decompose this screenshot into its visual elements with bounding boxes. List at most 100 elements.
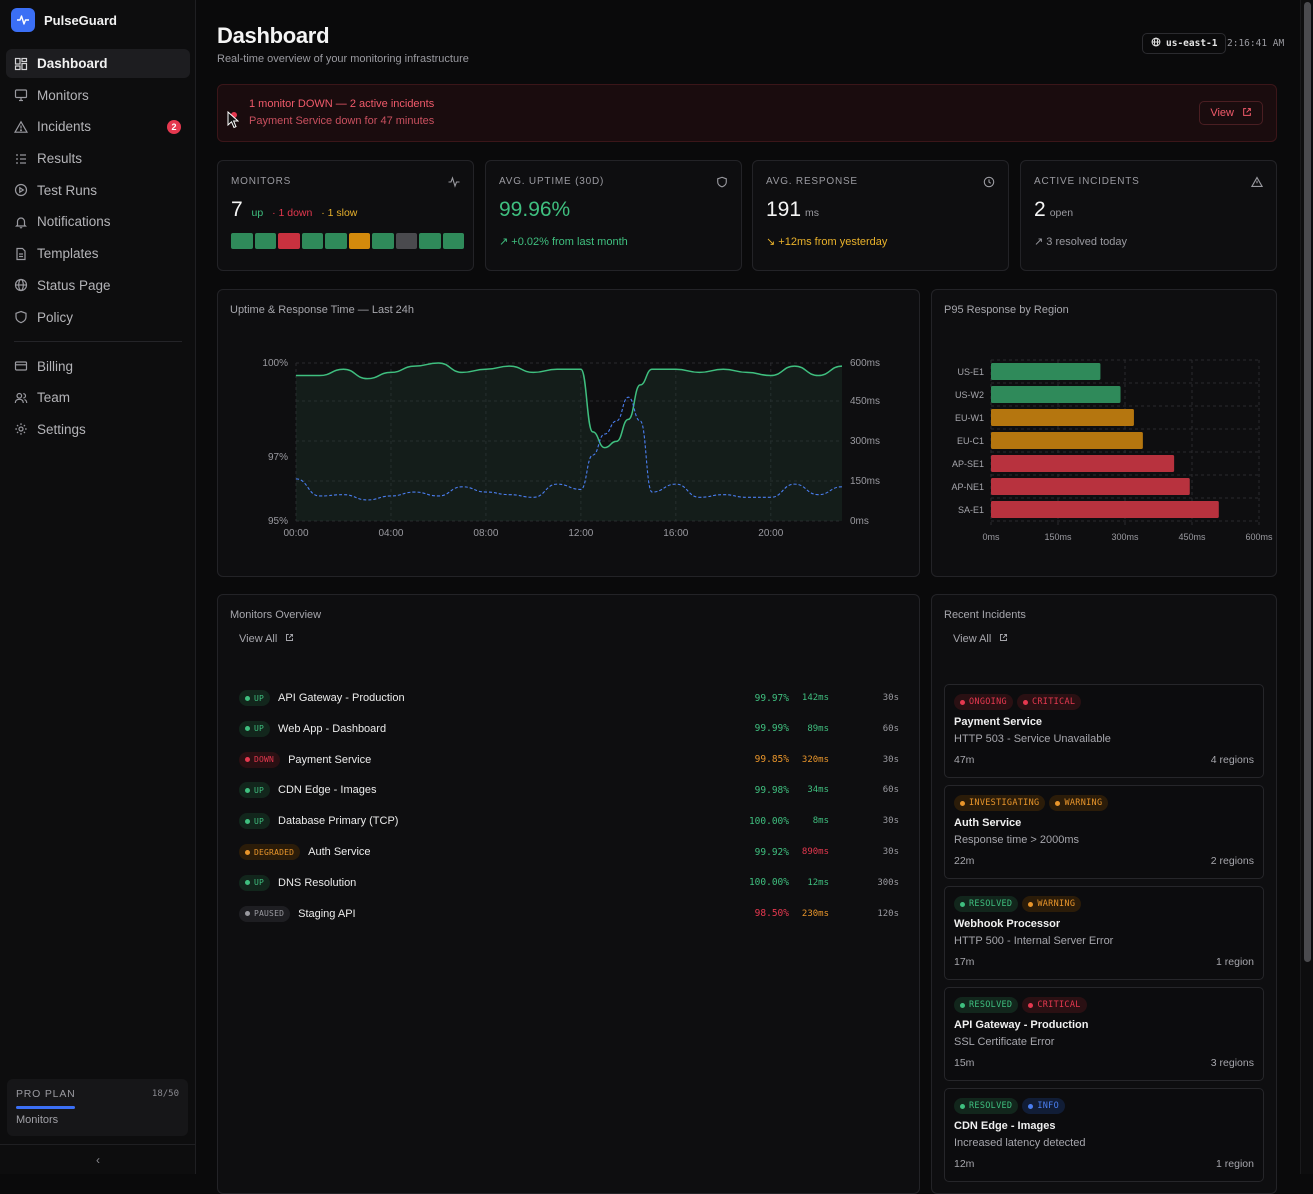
collapse-sidebar-button[interactable]: ‹ xyxy=(0,1144,196,1174)
incident-regions: 4 regions xyxy=(1210,754,1254,766)
monitors-view-all-link[interactable]: View All xyxy=(239,633,294,645)
alert-view-label: View xyxy=(1210,107,1234,119)
status-dot xyxy=(245,726,250,732)
status-badge: UP xyxy=(239,782,271,799)
monitors-stat-card[interactable]: MONITORS 7 up · 1 down · 1 slow xyxy=(217,160,474,271)
monitor-status-segment[interactable] xyxy=(372,233,394,249)
incidents-number: 2 xyxy=(1034,198,1046,221)
incident-tags: INVESTIGATING WARNING xyxy=(954,795,1109,811)
response-stat-card[interactable]: AVG. RESPONSE 191 ms ↘ +12ms from yesterd… xyxy=(752,160,1009,271)
incident-tag: CRITICAL xyxy=(1016,694,1082,710)
section-title: Recent Incidents xyxy=(944,609,1026,621)
incident-card[interactable]: ONGOING CRITICAL Payment Service HTTP 503 -… xyxy=(944,684,1264,778)
shield-icon xyxy=(716,175,728,188)
sidebar-item-templates[interactable]: Templates xyxy=(6,239,190,268)
uptime-stat-card[interactable]: AVG. UPTIME (30D) 99.96% ↗ +0.02% from l… xyxy=(485,160,742,271)
stat-label: AVG. UPTIME (30D) xyxy=(499,176,605,187)
monitor-row[interactable]: UP DNS Resolution 100.00% 12ms 300s xyxy=(239,873,899,893)
sidebar-item-results[interactable]: Results xyxy=(6,144,190,173)
monitor-status-segment[interactable] xyxy=(231,233,253,249)
incidents-stat-card[interactable]: ACTIVE INCIDENTS 2 open ↗ 3 resolved toda… xyxy=(1020,160,1277,271)
status-dot xyxy=(245,911,250,917)
sidebar-item-label: Monitors xyxy=(37,87,89,103)
status-label: UP xyxy=(254,724,265,734)
monitor-status-segment[interactable] xyxy=(301,233,323,249)
incident-card[interactable]: RESOLVED INFO CDN Edge - Images Increased l… xyxy=(944,1088,1264,1182)
sidebar-item-monitors[interactable]: Monitors xyxy=(6,81,190,110)
y-left-tick-label: 97% xyxy=(268,452,288,463)
tag-label: WARNING xyxy=(1037,899,1076,909)
sidebar-item-policy[interactable]: Policy xyxy=(6,303,190,332)
monitor-uptime: 98.50% xyxy=(754,908,789,920)
incident-card[interactable]: INVESTIGATING WARNING Auth Service Response… xyxy=(944,785,1264,879)
monitor-row[interactable]: UP API Gateway - Production 99.97% 142ms 30s xyxy=(239,688,899,708)
monitor-response-time: 142ms xyxy=(801,693,829,703)
sidebar-item-team[interactable]: Team xyxy=(6,383,190,412)
monitor-uptime: 99.99% xyxy=(754,723,789,735)
status-badge: UP xyxy=(239,813,271,830)
sidebar-item-billing[interactable]: Billing xyxy=(6,352,190,381)
monitor-status-segment[interactable] xyxy=(325,233,347,249)
page-subtitle: Real-time overview of your monitoring in… xyxy=(217,53,469,65)
sidebar-item-incidents[interactable]: Incidents 2 xyxy=(6,112,190,141)
tag-dot xyxy=(1028,1103,1034,1109)
alert-view-button[interactable]: View xyxy=(1199,101,1263,125)
page-scrollbar[interactable] xyxy=(1300,0,1313,1174)
incident-card[interactable]: RESOLVED CRITICAL API Gateway - Production… xyxy=(944,987,1264,1081)
region-chart-card: P95 Response by Region 0ms 150ms 300ms 450m… xyxy=(931,289,1277,577)
mouse-cursor-icon xyxy=(227,111,239,129)
sidebar-item-label: Team xyxy=(37,390,71,406)
sidebar-item-label: Billing xyxy=(37,358,74,374)
uptime-trend-text: +0.02% from last month xyxy=(511,236,628,248)
plan-usage-bar xyxy=(16,1106,75,1109)
users-icon xyxy=(14,391,28,405)
monitor-row[interactable]: DEGRADED Auth Service 99.92% 890ms 30s xyxy=(239,842,899,862)
monitor-interval: 60s xyxy=(882,785,899,796)
monitor-status-segment[interactable] xyxy=(419,233,441,249)
monitor-row[interactable]: UP Web App - Dashboard 99.99% 89ms 60s xyxy=(239,719,899,739)
monitor-status-segment[interactable] xyxy=(348,233,370,249)
x-tick-label: 12:00 xyxy=(568,528,593,539)
monitor-icon xyxy=(14,88,28,102)
sidebar-item-label: Status Page xyxy=(37,277,111,293)
y-right-tick-label: 150ms xyxy=(850,476,880,487)
status-badge: UP xyxy=(239,720,271,737)
sidebar-item-settings[interactable]: Settings xyxy=(6,415,190,444)
incident-regions: 1 region xyxy=(1216,1158,1254,1170)
status-badge: UP xyxy=(239,874,271,891)
sidebar-item-notifications[interactable]: Notifications xyxy=(6,207,190,236)
sidebar-item-label: Notifications xyxy=(37,214,111,230)
plan-label: Monitors xyxy=(16,1114,59,1126)
monitor-status-segment[interactable] xyxy=(278,233,300,249)
monitor-status-segment[interactable] xyxy=(442,233,464,249)
monitor-uptime: 100.00% xyxy=(748,815,789,827)
incidents-view-all-link[interactable]: View All xyxy=(953,633,1008,645)
monitor-row[interactable]: UP CDN Edge - Images 99.98% 34ms 60s xyxy=(239,780,899,800)
stat-label: MONITORS xyxy=(231,176,292,187)
monitor-status-segment[interactable] xyxy=(254,233,276,249)
monitor-name: CDN Edge - Images xyxy=(278,784,377,797)
monitor-row[interactable]: PAUSED Staging API 98.50% 230ms 120s xyxy=(239,904,899,924)
scrollbar-thumb[interactable] xyxy=(1304,2,1311,962)
incident-description: HTTP 500 - Internal Server Error xyxy=(954,935,1114,947)
view-all-label: View All xyxy=(953,633,992,645)
status-label: UP xyxy=(254,878,265,888)
brand[interactable]: PulseGuard xyxy=(11,8,117,32)
incident-description: Response time > 2000ms xyxy=(954,834,1080,846)
alert-triangle-icon xyxy=(1250,175,1264,188)
monitor-name: API Gateway - Production xyxy=(278,692,405,704)
sidebar-item-dashboard[interactable]: Dashboard xyxy=(6,49,190,78)
stat-label: AVG. RESPONSE xyxy=(766,176,858,187)
region-bar-chart: 0ms 150ms 300ms 450ms 600ms US-E1 US-W2 EU-W1 EU… xyxy=(951,359,1273,542)
sidebar-item-test-runs[interactable]: Test Runs xyxy=(6,176,190,205)
plan-usage-card[interactable]: PRO PLAN 18/50 Monitors xyxy=(7,1079,188,1136)
sidebar-item-status-page[interactable]: Status Page xyxy=(6,271,190,300)
monitor-row[interactable]: DOWN Payment Service 99.85% 320ms 30s xyxy=(239,750,899,770)
incidents-value: 2 open xyxy=(1034,198,1073,222)
region-selector[interactable]: us-east-1 xyxy=(1142,33,1227,54)
monitor-row[interactable]: UP Database Primary (TCP) 100.00% 8ms 30s xyxy=(239,811,899,831)
monitor-uptime: 99.85% xyxy=(754,754,789,766)
monitor-interval: 300s xyxy=(877,877,899,888)
monitor-status-segment[interactable] xyxy=(395,233,417,249)
incident-card[interactable]: RESOLVED WARNING Webhook Processor HTTP 500… xyxy=(944,886,1264,980)
